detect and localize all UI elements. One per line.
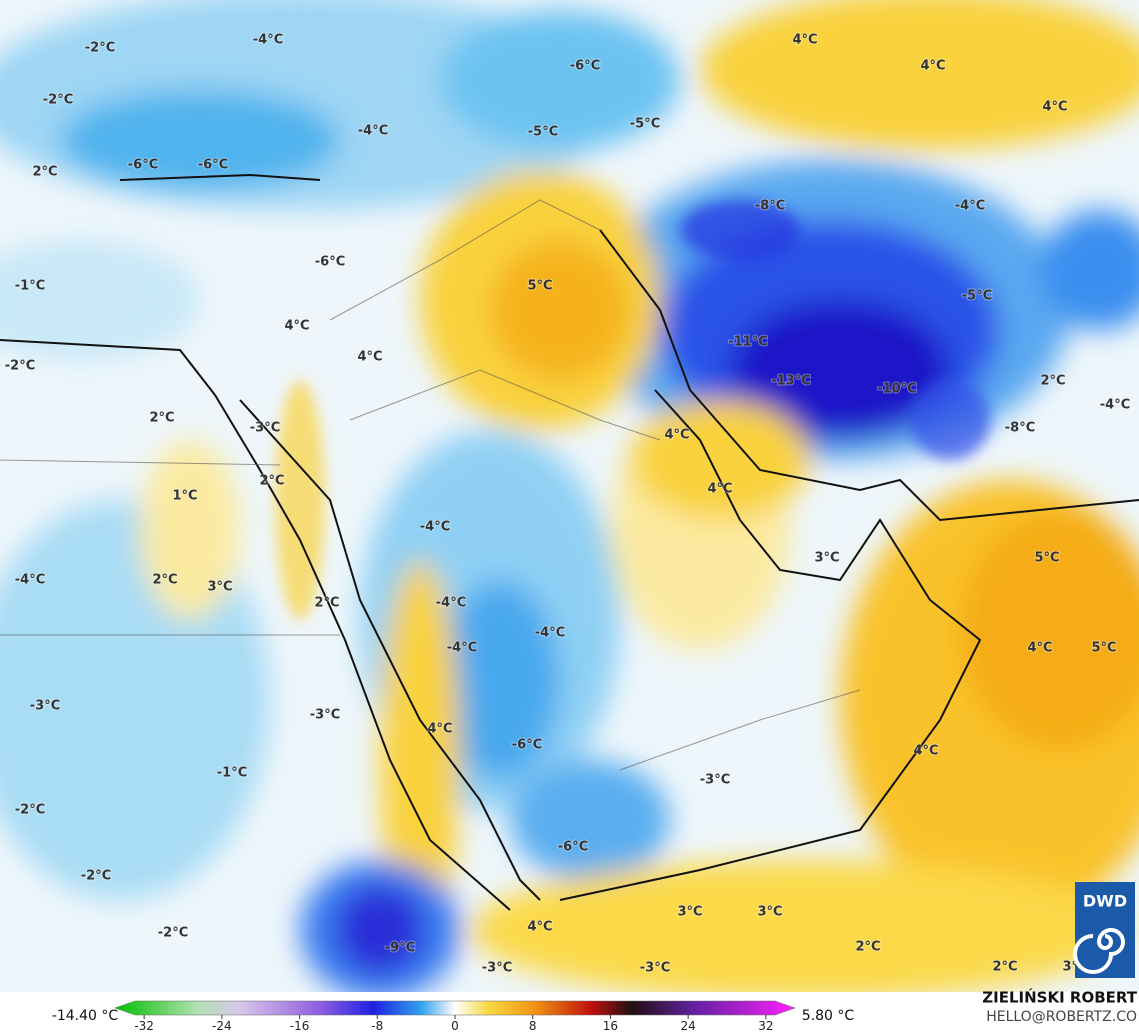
temperature-label: -2°C xyxy=(5,359,35,374)
temperature-label: -2°C xyxy=(158,926,188,941)
temperature-label: 2°C xyxy=(1040,374,1065,389)
temperature-label: -10°C xyxy=(877,382,917,397)
temperature-label: 4°C xyxy=(357,350,382,365)
temperature-label: -4°C xyxy=(535,626,565,641)
temperature-label: -3°C xyxy=(482,961,512,976)
temperature-label: -4°C xyxy=(447,641,477,656)
temperature-label: -6°C xyxy=(512,738,542,753)
colorbar-tick-label: -32 xyxy=(134,1019,154,1033)
temperature-label: -4°C xyxy=(358,124,388,139)
temperature-label: -6°C xyxy=(128,158,158,173)
temperature-label: -3°C xyxy=(640,961,670,976)
colorbar-tick-label: 24 xyxy=(681,1019,696,1033)
temperature-label: -6°C xyxy=(558,840,588,855)
temperature-label: 4°C xyxy=(427,722,452,737)
temperature-label: -9°C xyxy=(385,941,415,956)
coastlines xyxy=(0,173,1139,911)
temperature-label: 4°C xyxy=(707,482,732,497)
colorbar-tick-label: 0 xyxy=(451,1019,459,1033)
temperature-label: -6°C xyxy=(315,255,345,270)
temperature-label: 4°C xyxy=(284,319,309,334)
temperature-label: 2°C xyxy=(152,573,177,588)
temperature-label: 4°C xyxy=(920,59,945,74)
temperature-label: -13°C xyxy=(771,374,811,389)
temperature-label: 2°C xyxy=(314,596,339,611)
colorbar-tick-label: -24 xyxy=(212,1019,232,1033)
colorbar-tick-label: -16 xyxy=(290,1019,310,1033)
colorbar-ticks: -32 -24 -16 -8 0 8 16 24 32 xyxy=(134,1015,773,1033)
temperature-label: 3°C xyxy=(757,905,782,920)
temperature-label: 2°C xyxy=(855,940,880,955)
temperature-label: -11°C xyxy=(728,335,768,350)
temperature-label: 2°C xyxy=(259,474,284,489)
temperature-label: 1°C xyxy=(172,489,197,504)
logo-text: DWD xyxy=(1083,892,1127,911)
colorbar-tick-label: -8 xyxy=(371,1019,383,1033)
temperature-label: -3°C xyxy=(250,421,280,436)
temperature-label: 4°C xyxy=(792,33,817,48)
temperature-label: -8°C xyxy=(1005,421,1035,436)
temperature-label: -3°C xyxy=(700,773,730,788)
temperature-label: -5°C xyxy=(962,289,992,304)
temperature-label: -3°C xyxy=(310,708,340,723)
temperature-label: 2°C xyxy=(992,960,1017,975)
temperature-label: -4°C xyxy=(436,596,466,611)
colorbar-tick-label: 32 xyxy=(758,1019,773,1033)
temperature-label: 4°C xyxy=(527,920,552,935)
temperature-label: 4°C xyxy=(1042,100,1067,115)
temperature-label: -4°C xyxy=(420,520,450,535)
temperature-label: -4°C xyxy=(15,573,45,588)
colorbar-tick-label: 8 xyxy=(529,1019,537,1033)
credit-name: ZIELIŃSKI ROBERT xyxy=(982,988,1137,1007)
colorbar xyxy=(114,1000,796,1016)
logo-swirl xyxy=(1073,928,1125,974)
temperature-label: 4°C xyxy=(913,744,938,759)
temperature-label: -5°C xyxy=(630,117,660,132)
map-labels: -2°C -4°C -6°C 4°C 4°C 4°C -2°C -4°C -5°C -5°C -6°… xyxy=(4,32,1131,977)
map xyxy=(0,0,1139,992)
temperature-label: -2°C xyxy=(81,869,111,884)
temperature-label: 2°C xyxy=(32,165,57,180)
temperature-label: 3°C xyxy=(207,580,232,595)
temperature-label: -5°C xyxy=(528,125,558,140)
temperature-label: -4°C xyxy=(1100,398,1130,413)
temperature-label: 5°C xyxy=(1091,641,1116,656)
temperature-label: -4°C xyxy=(253,33,283,48)
temperature-label: -1°C xyxy=(15,279,45,294)
temperature-label: -4°C xyxy=(955,199,985,214)
temperature-label: 5°C xyxy=(527,279,552,294)
temperature-label: -8°C xyxy=(755,199,785,214)
temperature-label: -6°C xyxy=(570,59,600,74)
colorbar-min-label: -14.40 °C xyxy=(52,1008,119,1024)
credit-email: HELLO@ROBERTZ.CO xyxy=(986,1009,1137,1025)
temperature-label: 3°C xyxy=(677,905,702,920)
temperature-label: -1°C xyxy=(217,766,247,781)
temperature-label: 4°C xyxy=(664,428,689,443)
temperature-label: -6°C xyxy=(198,158,228,173)
colorbar-tick-label: 16 xyxy=(603,1019,618,1033)
temperature-label: 5°C xyxy=(1034,551,1059,566)
temperature-label: -2°C xyxy=(43,93,73,108)
temperature-label: -2°C xyxy=(85,41,115,56)
temperature-label: 3°C xyxy=(814,551,839,566)
temperature-label: -2°C xyxy=(15,803,45,818)
temperature-label: 4°C xyxy=(1027,641,1052,656)
temperature-label: -3°C xyxy=(30,699,60,714)
temperature-label: 2°C xyxy=(149,411,174,426)
colorbar-max-label: 5.80 °C xyxy=(802,1008,855,1024)
